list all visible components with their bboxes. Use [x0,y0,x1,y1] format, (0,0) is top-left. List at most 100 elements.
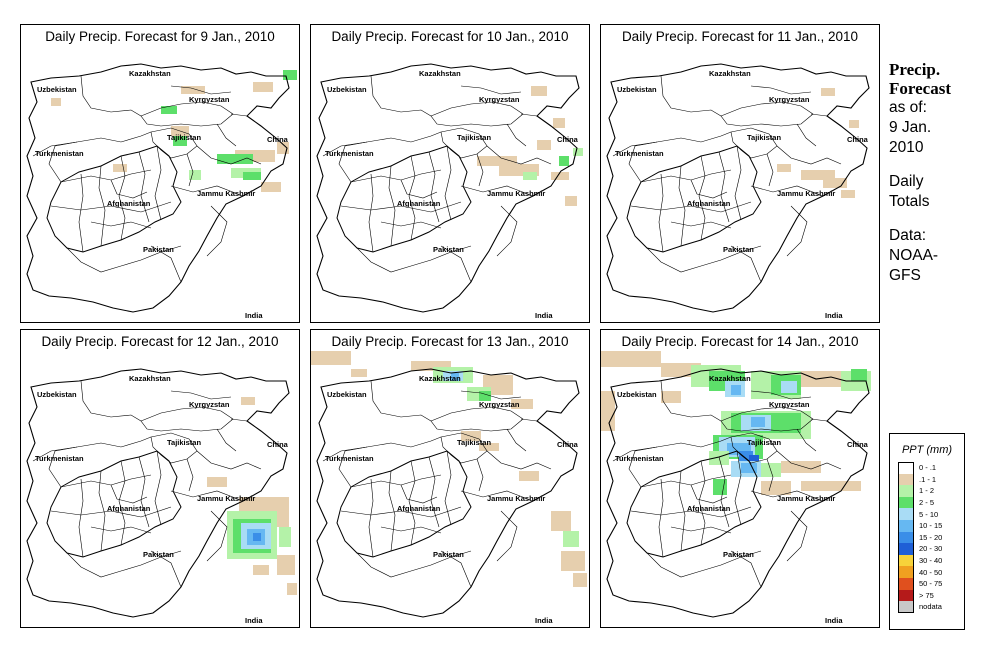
map-label-uzbekistan: Uzbekistan [617,85,657,94]
province-border [150,245,182,283]
precip-cell [761,463,781,477]
province-border [380,221,442,229]
forecast-panel-2: Daily Precip. Forecast for 10 Jan., 2010… [310,24,590,324]
province-border [186,458,194,492]
province-border [810,418,828,422]
province-border [690,179,728,199]
precip-cell [741,463,757,473]
map-label-afghanistan: Afghanistan [397,504,441,513]
province-border [154,450,162,526]
borders [316,63,580,313]
province-border [506,428,527,452]
province-border [750,85,812,95]
province-border [796,428,817,452]
precip-cell [749,455,759,463]
province-border [750,490,824,502]
province-border [476,153,484,187]
panel-title: Daily Precip. Forecast for 9 Jan., 2010 [20,24,300,48]
province-border [60,169,152,183]
map-label-india: India [535,311,553,320]
province-border [98,165,106,247]
precip-cell [565,196,577,206]
province-border [78,173,84,253]
legend-label: 50 - 75 [919,579,943,589]
legend-item: .1 - 1 [890,473,964,486]
province-border [786,510,808,562]
province-border [368,173,374,253]
legend-label: 40 - 50 [919,567,943,577]
precip-cell [781,381,797,393]
legend-item: 40 - 50 [890,566,964,578]
precip-cell [279,527,291,547]
precip-map: Kazakhstan Uzbekistan Kyrgyzstan Tajikistan… [20,46,300,323]
province-border [388,470,396,552]
totals-line1: Daily [889,173,924,190]
precip-cell [283,70,297,80]
legend-swatch [898,554,914,567]
province-border [50,506,172,518]
map-label-uzbekistan: Uzbekistan [327,390,367,399]
province-border [154,145,162,221]
precip-cell [189,170,201,180]
legend-label: 1 - 2 [919,486,935,496]
province-border [444,450,452,526]
map-label-china: China [847,440,869,449]
map-label-china: China [557,440,579,449]
panel-title: Daily Precip. Forecast for 10 Jan., 2010 [310,24,590,48]
map-label-kyrgyzstan: Kyrgyzstan [769,95,810,104]
province-border [206,510,228,562]
map-label-pakistan: Pakistan [433,245,464,254]
legend-item: 0 - .1 [890,462,964,474]
precip-cell [801,170,835,180]
precip-cell [821,88,835,96]
province-border [118,155,126,241]
map-svg: Kazakhstan Uzbekistan Kyrgyzstan Tajikistan… [26,63,297,320]
legend-label: 5 - 10 [919,509,939,519]
panel-title: Daily Precip. Forecast for 12 Jan., 2010 [20,329,300,353]
province-border [150,550,182,588]
province-border [408,460,416,546]
province-border [670,526,732,534]
legend-swatch [898,543,914,555]
province-border [718,151,730,223]
legend-item: nodata [890,601,964,613]
precip-cell [477,156,517,166]
map-label-kyrgyzstan: Kyrgyzstan [189,400,230,409]
map-label-tajikistan: Tajikistan [747,438,781,447]
precip-cell [253,82,273,92]
province-border [460,185,534,197]
side-title-line2: Forecast [889,79,951,98]
province-border [658,173,664,253]
map-label-turkmenistan: Turkmenistan [615,454,664,463]
province-border [476,458,484,492]
panel-title: Daily Precip. Forecast for 11 Jan., 2010 [600,24,880,48]
precip-cell [801,371,841,387]
map-label-uzbekistan: Uzbekistan [327,85,367,94]
map-label-india: India [825,311,843,320]
map-label-china: China [847,135,869,144]
province-border [520,418,538,422]
province-border [196,145,262,165]
province-border [60,474,152,488]
province-border [370,380,432,422]
legend-swatch [898,577,914,590]
province-border [370,75,432,117]
map-label-kazakhstan: Kazakhstan [129,69,171,78]
map-label-afghanistan: Afghanistan [397,199,441,208]
precip-cell [739,451,753,461]
province-border [48,141,78,183]
legend-item: 5 - 10 [890,508,964,520]
precip-cell [851,369,867,381]
province-border [170,490,244,502]
borders [26,368,290,618]
map-svg: Kazakhstan Uzbekistan Kyrgyzstan Tajikistan… [26,368,297,625]
province-border [78,478,84,558]
forecast-panel-1: Daily Precip. Forecast for 9 Jan., 2010 … [20,24,300,324]
province-border [216,123,237,147]
precip-cell [849,120,859,128]
map-label-kyrgyzstan: Kyrgyzstan [479,95,520,104]
precip-cell [217,154,253,164]
asof-line2: 9 Jan. [889,119,932,136]
precip-cell [479,391,491,401]
